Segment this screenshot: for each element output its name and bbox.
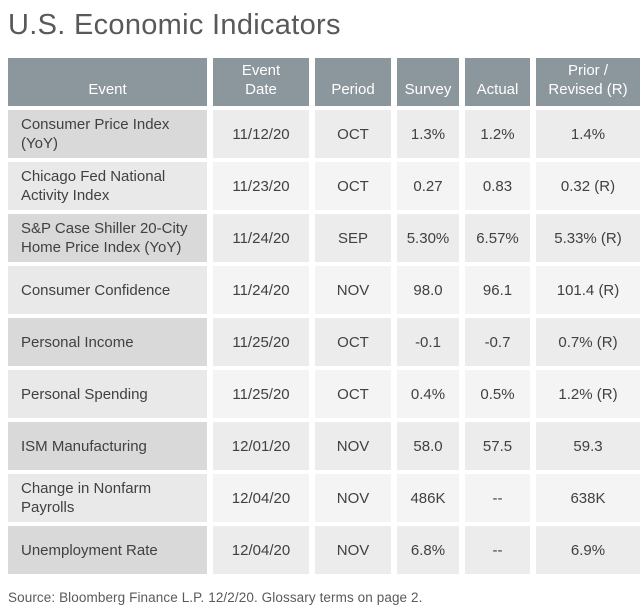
header-row: Event Event Date Period Survey Actual Pr… [8,57,640,111]
event-cell: S&P Case Shiller 20-City Home Price Inde… [8,214,213,267]
event-date-cell: 12/04/20 [213,474,315,527]
column-header-prior-revised: Prior / Revised (R) [536,57,640,111]
actual-cell: 6.57% [465,214,536,267]
period-cell: NOV [315,422,397,475]
actual-cell: -- [465,526,536,579]
event-cell: Personal Income [8,318,213,371]
actual-cell: 0.5% [465,370,536,423]
event-date-cell: 11/25/20 [213,370,315,423]
period-cell: OCT [315,110,397,163]
event-date-cell: 11/25/20 [213,318,315,371]
event-date-cell: 11/12/20 [213,110,315,163]
prior-revised-cell: 59.3 [536,422,640,475]
actual-cell: 96.1 [465,266,536,319]
column-header-actual: Actual [465,57,536,111]
actual-cell: 0.83 [465,162,536,215]
period-cell: NOV [315,266,397,319]
period-cell: OCT [315,318,397,371]
event-date-cell: 11/23/20 [213,162,315,215]
survey-cell: 6.8% [397,526,465,579]
survey-cell: 0.27 [397,162,465,215]
column-header-survey: Survey [397,57,465,111]
survey-cell: 5.30% [397,214,465,267]
event-cell: Unemployment Rate [8,526,213,579]
period-cell: SEP [315,214,397,267]
column-header-event-date: Event Date [213,57,315,111]
table-header: Event Event Date Period Survey Actual Pr… [8,57,640,111]
event-cell: Change in Nonfarm Payrolls [8,474,213,527]
page-title: U.S. Economic Indicators [8,9,341,41]
survey-cell: -0.1 [397,318,465,371]
survey-cell: 58.0 [397,422,465,475]
prior-revised-cell: 1.2% (R) [536,370,640,423]
event-date-cell: 11/24/20 [213,266,315,319]
survey-cell: 0.4% [397,370,465,423]
actual-cell: -- [465,474,536,527]
prior-revised-cell: 0.7% (R) [536,318,640,371]
actual-cell: 57.5 [465,422,536,475]
actual-cell: -0.7 [465,318,536,371]
table-row: Personal Spending 11/25/20 OCT 0.4% 0.5%… [8,370,640,423]
survey-cell: 98.0 [397,266,465,319]
indicators-table: Event Event Date Period Survey Actual Pr… [8,57,640,579]
prior-revised-cell: 0.32 (R) [536,162,640,215]
table-row: Chicago Fed National Activity Index 11/2… [8,162,640,215]
table-row: Change in Nonfarm Payrolls 12/04/20 NOV … [8,474,640,527]
prior-revised-cell: 6.9% [536,526,640,579]
prior-revised-cell: 101.4 (R) [536,266,640,319]
table-row: Unemployment Rate 12/04/20 NOV 6.8% -- 6… [8,526,640,579]
source-note: Source: Bloomberg Finance L.P. 12/2/20. … [8,590,423,606]
prior-revised-cell: 5.33% (R) [536,214,640,267]
actual-cell: 1.2% [465,110,536,163]
event-cell: Consumer Price Index (YoY) [8,110,213,163]
event-cell: Consumer Confidence [8,266,213,319]
table-row: S&P Case Shiller 20-City Home Price Inde… [8,214,640,267]
period-cell: OCT [315,370,397,423]
prior-revised-cell: 1.4% [536,110,640,163]
survey-cell: 486K [397,474,465,527]
event-date-cell: 12/04/20 [213,526,315,579]
table-row: Consumer Price Index (YoY) 11/12/20 OCT … [8,110,640,163]
event-cell: Chicago Fed National Activity Index [8,162,213,215]
event-date-cell: 12/01/20 [213,422,315,475]
period-cell: OCT [315,162,397,215]
event-date-cell: 11/24/20 [213,214,315,267]
column-header-event: Event [8,57,213,111]
event-cell: ISM Manufacturing [8,422,213,475]
table-row: Personal Income 11/25/20 OCT -0.1 -0.7 0… [8,318,640,371]
period-cell: NOV [315,526,397,579]
table-body: Consumer Price Index (YoY) 11/12/20 OCT … [8,110,640,579]
survey-cell: 1.3% [397,110,465,163]
table-row: Consumer Confidence 11/24/20 NOV 98.0 96… [8,266,640,319]
event-cell: Personal Spending [8,370,213,423]
table-row: ISM Manufacturing 12/01/20 NOV 58.0 57.5… [8,422,640,475]
period-cell: NOV [315,474,397,527]
prior-revised-cell: 638K [536,474,640,527]
column-header-period: Period [315,57,397,111]
